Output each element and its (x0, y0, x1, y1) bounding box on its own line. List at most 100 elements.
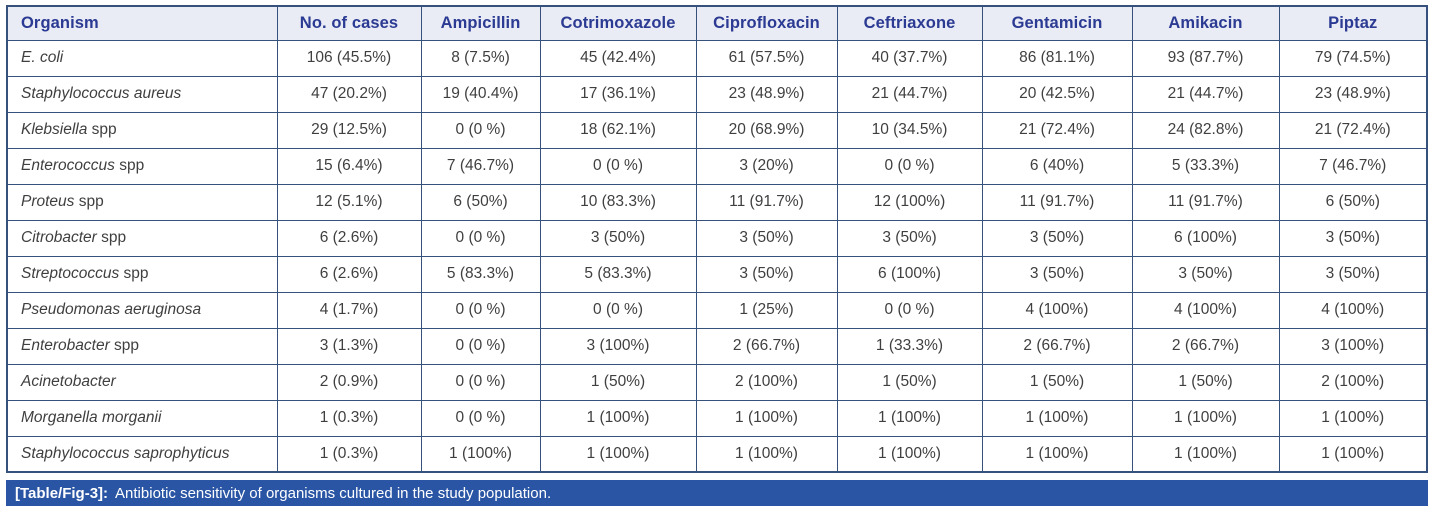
table-caption: [Table/Fig-3]: Antibiotic sensitivity of… (6, 480, 1428, 506)
column-header-piptaz: Piptaz (1278, 5, 1428, 41)
table-row: Proteus spp 12 (5.1%) 6 (50%) 10 (83.3%) 11 … (6, 183, 1428, 221)
value-cell: 1 (50%) (836, 363, 983, 401)
value-cell: 1 (100%) (1278, 435, 1428, 473)
table-row: Morganella morganii 1 (0.3%) 0 (0 %) 1 (100… (6, 399, 1428, 437)
value-cell: 21 (44.7%) (1131, 75, 1280, 113)
value-cell: 3 (50%) (695, 219, 838, 257)
value-cell: 21 (72.4%) (981, 111, 1133, 149)
table-row: E. coli 106 (45.5%) 8 (7.5%) 45 (42.4%) 61 (… (6, 39, 1428, 77)
value-cell: 1 (100%) (1131, 399, 1280, 437)
value-cell: 3 (50%) (1131, 255, 1280, 293)
value-cell: 0 (0 %) (420, 399, 541, 437)
value-cell: 1 (0.3%) (276, 435, 422, 473)
value-cell: 1 (25%) (695, 291, 838, 329)
value-cell: 0 (0 %) (420, 219, 541, 257)
table-row: Staphylococcus aureus 47 (20.2%) 19 (40.4%… (6, 75, 1428, 113)
value-cell: 4 (100%) (1131, 291, 1280, 329)
value-cell: 24 (82.8%) (1131, 111, 1280, 149)
value-cell: 1 (50%) (539, 363, 697, 401)
value-cell: 1 (100%) (1278, 399, 1428, 437)
value-cell: 45 (42.4%) (539, 39, 697, 77)
value-cell: 23 (48.9%) (1278, 75, 1428, 113)
value-cell: 0 (0 %) (420, 291, 541, 329)
value-cell: 3 (50%) (836, 219, 983, 257)
column-header-cotrimoxazole: Cotrimoxazole (539, 5, 697, 41)
organism-cell: Acinetobacter (6, 363, 278, 401)
value-cell: 21 (72.4%) (1278, 111, 1428, 149)
table-row: Klebsiella spp 29 (12.5%) 0 (0 %) 18 (62.1%… (6, 111, 1428, 149)
organism-cell: Morganella morganii (6, 399, 278, 437)
value-cell: 2 (100%) (695, 363, 838, 401)
value-cell: 17 (36.1%) (539, 75, 697, 113)
value-cell: 10 (34.5%) (836, 111, 983, 149)
value-cell: 1 (100%) (420, 435, 541, 473)
organism-cell: Enterococcus spp (6, 147, 278, 185)
value-cell: 3 (100%) (539, 327, 697, 365)
value-cell: 11 (91.7%) (981, 183, 1133, 221)
value-cell: 0 (0 %) (539, 291, 697, 329)
organism-cell: Enterobacter spp (6, 327, 278, 365)
column-header-ciprofloxacin: Ciprofloxacin (695, 5, 838, 41)
value-cell: 1 (100%) (836, 399, 983, 437)
value-cell: 6 (100%) (836, 255, 983, 293)
value-cell: 6 (50%) (420, 183, 541, 221)
value-cell: 79 (74.5%) (1278, 39, 1428, 77)
value-cell: 5 (83.3%) (420, 255, 541, 293)
table-row: Enterococcus spp 15 (6.4%) 7 (46.7%) 0 (0 %… (6, 147, 1428, 185)
column-header-ampicillin: Ampicillin (420, 5, 541, 41)
organism-cell: Staphylococcus saprophyticus (6, 435, 278, 473)
value-cell: 3 (50%) (539, 219, 697, 257)
table-row: Citrobacter spp 6 (2.6%) 0 (0 %) 3 (50%) 3 (… (6, 219, 1428, 257)
value-cell: 3 (20%) (695, 147, 838, 185)
value-cell: 1 (100%) (836, 435, 983, 473)
value-cell: 106 (45.5%) (276, 39, 422, 77)
value-cell: 3 (50%) (695, 255, 838, 293)
value-cell: 2 (66.7%) (1131, 327, 1280, 365)
value-cell: 5 (33.3%) (1131, 147, 1280, 185)
caption-tag: [Table/Fig-3]: (15, 484, 109, 502)
value-cell: 20 (68.9%) (695, 111, 838, 149)
value-cell: 86 (81.1%) (981, 39, 1133, 77)
value-cell: 2 (100%) (1278, 363, 1428, 401)
column-header-gentamicin: Gentamicin (981, 5, 1133, 41)
organism-cell: Citrobacter spp (6, 219, 278, 257)
value-cell: 1 (100%) (539, 399, 697, 437)
value-cell: 1 (100%) (695, 399, 838, 437)
caption-text: Antibiotic sensitivity of organisms cult… (115, 484, 552, 502)
table-row: Staphylococcus saprophyticus 1 (0.3%) 1 (1… (6, 435, 1428, 473)
value-cell: 0 (0 %) (420, 111, 541, 149)
value-cell: 3 (1.3%) (276, 327, 422, 365)
table-row: Enterobacter spp 3 (1.3%) 0 (0 %) 3 (100%) 2… (6, 327, 1428, 365)
organism-cell: Staphylococcus aureus (6, 75, 278, 113)
column-header-no-of-cases: No. of cases (276, 5, 422, 41)
value-cell: 3 (50%) (981, 255, 1133, 293)
value-cell: 1 (100%) (981, 399, 1133, 437)
value-cell: 47 (20.2%) (276, 75, 422, 113)
value-cell: 0 (0 %) (420, 363, 541, 401)
organism-cell: Pseudomonas aeruginosa (6, 291, 278, 329)
value-cell: 8 (7.5%) (420, 39, 541, 77)
value-cell: 0 (0 %) (836, 147, 983, 185)
value-cell: 0 (0 %) (836, 291, 983, 329)
table-body: E. coli 106 (45.5%) 8 (7.5%) 45 (42.4%) 61 (… (6, 39, 1428, 473)
value-cell: 6 (2.6%) (276, 219, 422, 257)
value-cell: 4 (1.7%) (276, 291, 422, 329)
value-cell: 61 (57.5%) (695, 39, 838, 77)
value-cell: 0 (0 %) (420, 327, 541, 365)
column-header-ceftriaxone: Ceftriaxone (836, 5, 983, 41)
value-cell: 6 (2.6%) (276, 255, 422, 293)
value-cell: 18 (62.1%) (539, 111, 697, 149)
value-cell: 6 (40%) (981, 147, 1133, 185)
antibiotic-sensitivity-table: Organism No. of cases Ampicillin Cotrimoxaz… (6, 5, 1428, 473)
table-row: Streptococcus spp 6 (2.6%) 5 (83.3%) 5 (83.… (6, 255, 1428, 293)
value-cell: 1 (100%) (695, 435, 838, 473)
value-cell: 1 (33.3%) (836, 327, 983, 365)
value-cell: 1 (100%) (539, 435, 697, 473)
organism-cell: Streptococcus spp (6, 255, 278, 293)
value-cell: 6 (100%) (1131, 219, 1280, 257)
column-header-organism: Organism (6, 5, 278, 41)
value-cell: 10 (83.3%) (539, 183, 697, 221)
value-cell: 1 (100%) (981, 435, 1133, 473)
value-cell: 5 (83.3%) (539, 255, 697, 293)
